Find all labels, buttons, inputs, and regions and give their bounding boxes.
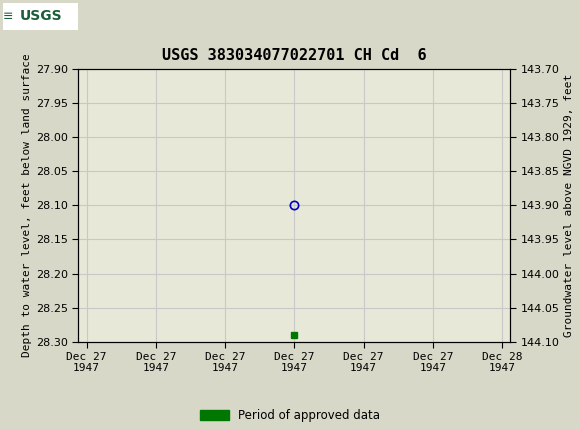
Bar [3, 3, 78, 30]
Title: USGS 383034077022701 CH Cd  6: USGS 383034077022701 CH Cd 6 [162, 49, 427, 64]
Legend: Period of approved data: Period of approved data [200, 409, 380, 422]
Y-axis label: Groundwater level above NGVD 1929, feet: Groundwater level above NGVD 1929, feet [564, 74, 574, 337]
Text: ≡: ≡ [3, 10, 13, 23]
Y-axis label: Depth to water level, feet below land surface: Depth to water level, feet below land su… [21, 53, 32, 357]
Text: USGS: USGS [19, 9, 62, 23]
